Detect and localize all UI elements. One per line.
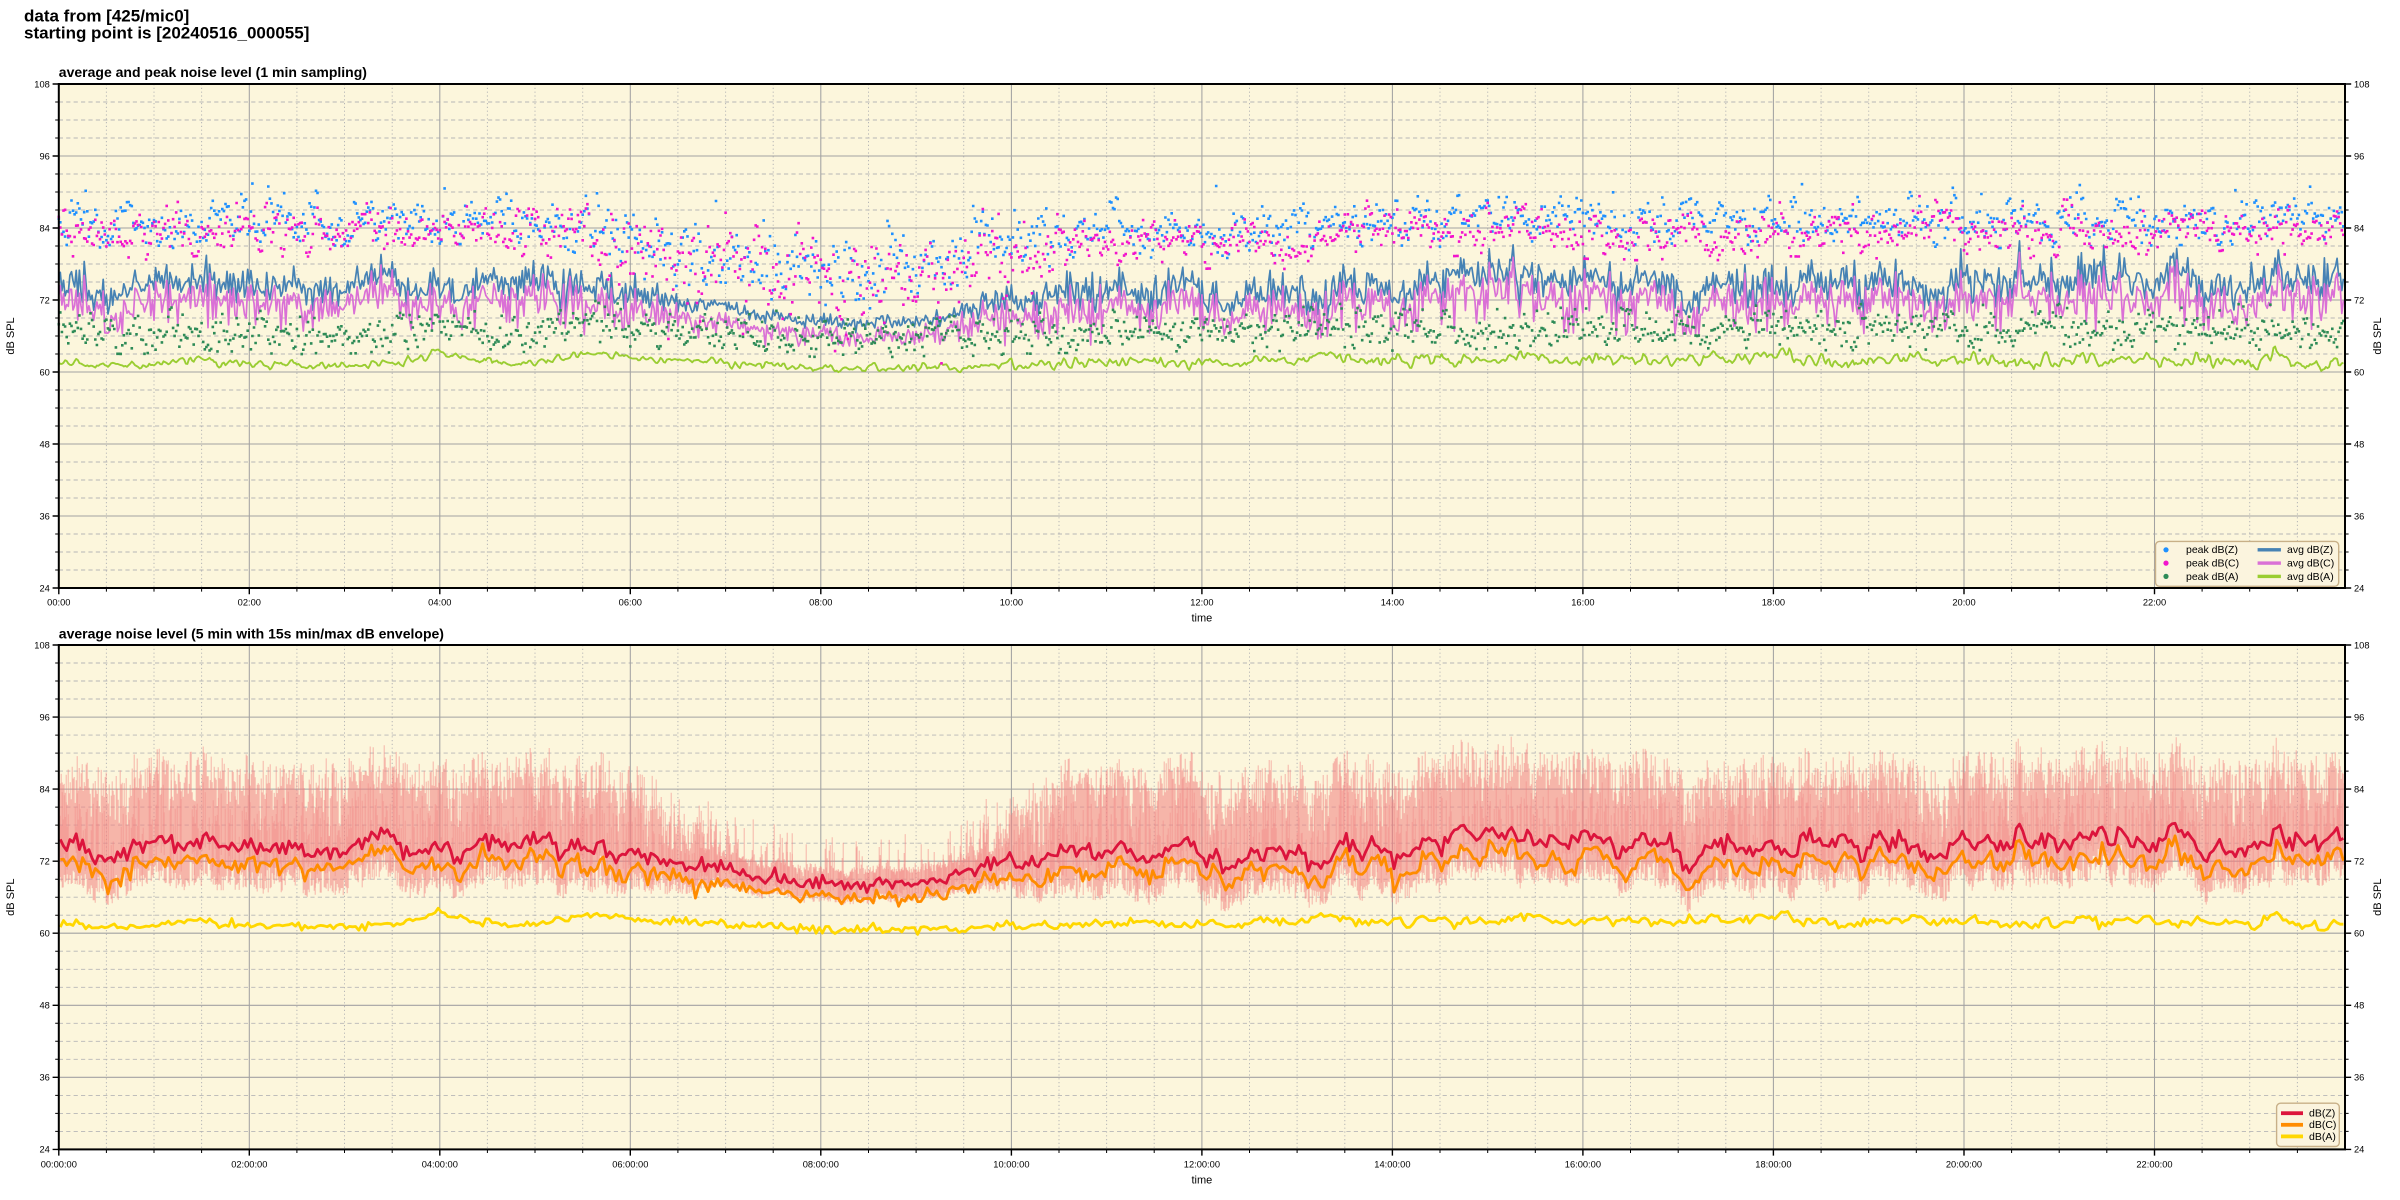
svg-text:60: 60 <box>39 367 49 377</box>
svg-text:16:00:00: 16:00:00 <box>1565 1160 1601 1170</box>
svg-text:18:00: 18:00 <box>1762 598 1785 608</box>
svg-text:peak dB(C): peak dB(C) <box>2186 558 2239 570</box>
svg-text:02:00: 02:00 <box>238 598 261 608</box>
svg-text:average noise level (5 min wit: average noise level (5 min with 15s min/… <box>59 626 444 642</box>
svg-text:84: 84 <box>2354 223 2364 233</box>
svg-text:dB(A): dB(A) <box>2309 1131 2336 1143</box>
svg-text:24: 24 <box>39 1145 49 1155</box>
svg-text:108: 108 <box>2354 79 2370 89</box>
svg-text:time: time <box>1192 1175 1213 1187</box>
svg-text:dB SPL: dB SPL <box>5 879 17 916</box>
svg-text:36: 36 <box>39 511 49 521</box>
svg-text:20:00:00: 20:00:00 <box>1946 1160 1982 1170</box>
svg-text:96: 96 <box>2354 712 2364 722</box>
svg-text:60: 60 <box>2354 367 2364 377</box>
svg-text:20:00: 20:00 <box>1952 598 1975 608</box>
svg-text:108: 108 <box>2354 640 2370 650</box>
svg-text:08:00: 08:00 <box>809 598 832 608</box>
svg-text:36: 36 <box>2354 511 2364 521</box>
svg-text:starting point is [20240516_00: starting point is [20240516_000055] <box>24 24 309 43</box>
svg-text:108: 108 <box>34 79 50 89</box>
svg-text:48: 48 <box>39 439 49 449</box>
svg-text:22:00:00: 22:00:00 <box>2136 1160 2172 1170</box>
svg-text:96: 96 <box>39 151 49 161</box>
svg-text:avg dB(A): avg dB(A) <box>2287 571 2334 583</box>
svg-text:96: 96 <box>2354 151 2364 161</box>
svg-text:96: 96 <box>39 712 49 722</box>
svg-text:00:00: 00:00 <box>47 598 70 608</box>
svg-text:84: 84 <box>2354 784 2364 794</box>
svg-text:60: 60 <box>39 929 49 939</box>
svg-text:60: 60 <box>2354 929 2364 939</box>
svg-text:48: 48 <box>2354 1001 2364 1011</box>
svg-text:data from [425/mic0]: data from [425/mic0] <box>24 7 189 26</box>
svg-text:peak dB(Z): peak dB(Z) <box>2186 544 2238 556</box>
svg-text:84: 84 <box>39 784 49 794</box>
svg-text:12:00:00: 12:00:00 <box>1184 1160 1220 1170</box>
svg-text:10:00:00: 10:00:00 <box>993 1160 1029 1170</box>
svg-text:16:00: 16:00 <box>1571 598 1594 608</box>
svg-text:72: 72 <box>2354 857 2364 867</box>
svg-text:dB SPL: dB SPL <box>2372 879 2384 916</box>
svg-text:avg dB(C): avg dB(C) <box>2287 558 2334 570</box>
svg-text:24: 24 <box>39 583 49 593</box>
svg-text:04:00: 04:00 <box>428 598 451 608</box>
svg-text:time: time <box>1192 613 1213 625</box>
svg-text:dB(C): dB(C) <box>2309 1119 2336 1131</box>
svg-text:72: 72 <box>39 857 49 867</box>
svg-text:36: 36 <box>39 1073 49 1083</box>
svg-text:36: 36 <box>2354 1073 2364 1083</box>
svg-text:14:00:00: 14:00:00 <box>1374 1160 1410 1170</box>
svg-text:10:00: 10:00 <box>1000 598 1023 608</box>
svg-text:average and peak noise level (: average and peak noise level (1 min samp… <box>59 64 367 80</box>
svg-text:avg dB(Z): avg dB(Z) <box>2287 544 2333 556</box>
svg-text:48: 48 <box>2354 439 2364 449</box>
svg-text:84: 84 <box>39 223 49 233</box>
svg-text:06:00:00: 06:00:00 <box>612 1160 648 1170</box>
svg-text:48: 48 <box>39 1001 49 1011</box>
svg-text:dB SPL: dB SPL <box>5 317 17 354</box>
svg-text:14:00: 14:00 <box>1381 598 1404 608</box>
svg-text:22:00: 22:00 <box>2143 598 2166 608</box>
svg-text:02:00:00: 02:00:00 <box>231 1160 267 1170</box>
svg-text:24: 24 <box>2354 583 2364 593</box>
svg-text:08:00:00: 08:00:00 <box>803 1160 839 1170</box>
svg-text:dB(Z): dB(Z) <box>2309 1108 2335 1120</box>
svg-text:24: 24 <box>2354 1145 2364 1155</box>
svg-text:peak dB(A): peak dB(A) <box>2186 571 2239 583</box>
svg-text:108: 108 <box>34 640 50 650</box>
svg-text:18:00:00: 18:00:00 <box>1755 1160 1791 1170</box>
svg-text:00:00:00: 00:00:00 <box>41 1160 77 1170</box>
svg-text:72: 72 <box>2354 295 2364 305</box>
svg-text:72: 72 <box>39 295 49 305</box>
svg-text:dB SPL: dB SPL <box>2372 317 2384 354</box>
svg-text:06:00: 06:00 <box>619 598 642 608</box>
svg-text:04:00:00: 04:00:00 <box>422 1160 458 1170</box>
svg-text:12:00: 12:00 <box>1190 598 1213 608</box>
